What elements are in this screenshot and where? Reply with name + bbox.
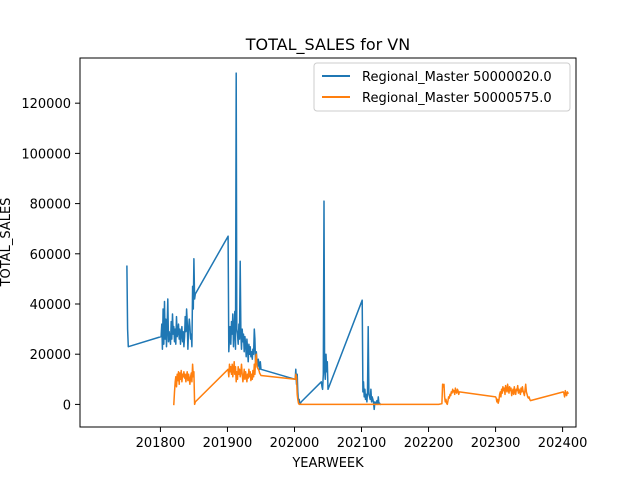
legend-label-series-2: Regional_Master 50000575.0 xyxy=(362,91,552,106)
y-tick-label: 40000 xyxy=(30,298,71,313)
y-tick-label: 120000 xyxy=(21,97,71,112)
axes-frame xyxy=(79,57,577,428)
x-tick-label: 202000 xyxy=(270,436,320,451)
y-axis-ticks: 0 20000 40000 60000 80000 100000 120000 xyxy=(21,97,80,413)
series-line-1 xyxy=(126,72,382,411)
y-axis-label: TOTAL_SALES xyxy=(0,198,14,288)
x-axis-ticks: 201800 201900 202000 202100 202200 202300 2024… xyxy=(136,427,588,451)
x-tick-label: 201800 xyxy=(136,436,186,451)
x-tick-label: 202200 xyxy=(404,436,454,451)
y-tick-label: 0 xyxy=(63,398,71,413)
y-tick-label: 80000 xyxy=(30,198,71,213)
legend-label-series-1: Regional_Master 50000020.0 xyxy=(362,70,552,85)
x-tick-label: 202300 xyxy=(471,436,521,451)
series-line-2 xyxy=(173,353,570,406)
legend: Regional_Master 50000020.0 Regional_Mast… xyxy=(313,62,571,112)
y-tick-label: 20000 xyxy=(30,348,71,363)
x-tick-label: 201900 xyxy=(203,436,253,451)
chart-title: TOTAL_SALES for VN xyxy=(245,35,410,55)
plot-area: 201800 201900 202000 202100 202200 202300 2024… xyxy=(21,57,588,451)
x-axis-label: YEARWEEK xyxy=(291,456,364,471)
x-tick-label: 202400 xyxy=(538,436,588,451)
legend-box xyxy=(313,62,571,112)
y-tick-label: 100000 xyxy=(21,147,71,162)
y-tick-label: 60000 xyxy=(30,248,71,263)
series-layer xyxy=(126,72,570,411)
x-tick-label: 202100 xyxy=(337,436,387,451)
